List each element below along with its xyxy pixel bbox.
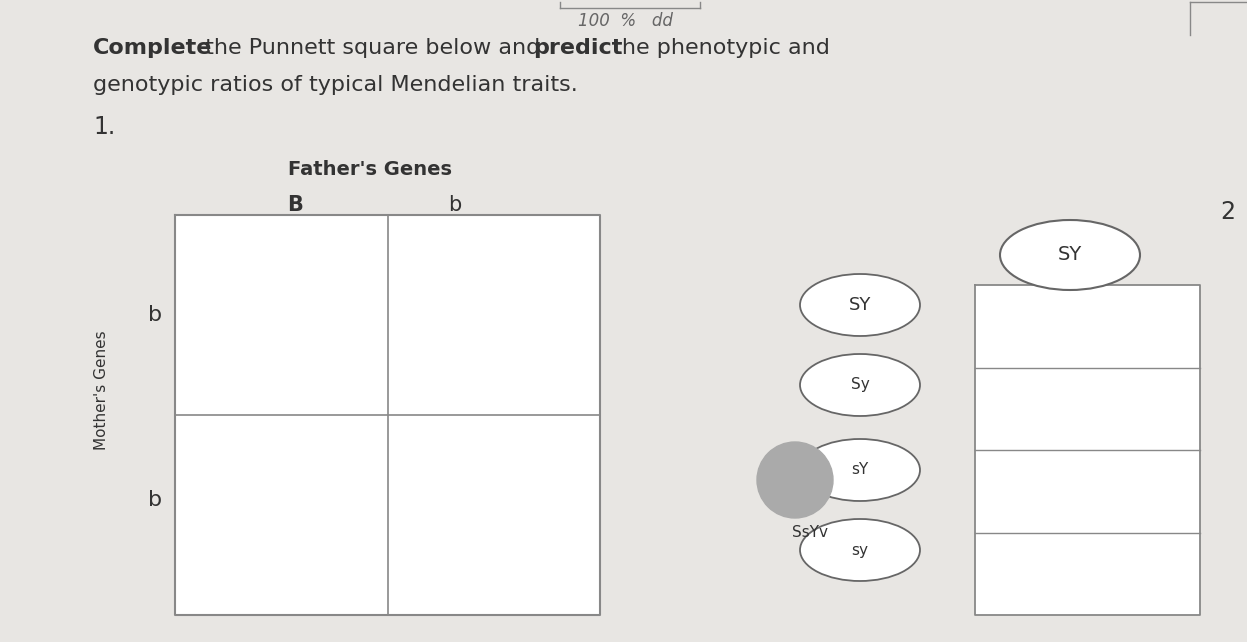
Text: genotypic ratios of typical Mendelian traits.: genotypic ratios of typical Mendelian tr… (94, 75, 577, 95)
Text: the phenotypic and: the phenotypic and (606, 38, 829, 58)
Ellipse shape (801, 354, 920, 416)
Text: the Punnett square below and: the Punnett square below and (198, 38, 547, 58)
Text: Mother's Genes: Mother's Genes (95, 330, 110, 450)
Text: Father's Genes: Father's Genes (288, 160, 451, 179)
Text: b: b (148, 490, 162, 510)
Text: sY: sY (852, 462, 869, 478)
Ellipse shape (801, 439, 920, 501)
Text: SY: SY (849, 296, 872, 314)
Text: SsYv: SsYv (792, 525, 828, 540)
Text: 1.: 1. (94, 115, 115, 139)
Ellipse shape (801, 519, 920, 581)
Text: b: b (449, 195, 461, 215)
Text: predict: predict (532, 38, 622, 58)
Text: sy: sy (852, 542, 868, 557)
Circle shape (757, 442, 833, 518)
Text: 100  %   dd: 100 % dd (577, 12, 672, 30)
Text: Sy: Sy (850, 377, 869, 392)
Ellipse shape (801, 274, 920, 336)
Bar (175, 215, 600, 615)
Ellipse shape (1000, 220, 1140, 290)
Text: Complete: Complete (94, 38, 212, 58)
Text: B: B (287, 195, 303, 215)
Text: b: b (148, 305, 162, 325)
Bar (975, 285, 1200, 615)
Text: SY: SY (1057, 245, 1082, 265)
Text: 2: 2 (1220, 200, 1235, 224)
